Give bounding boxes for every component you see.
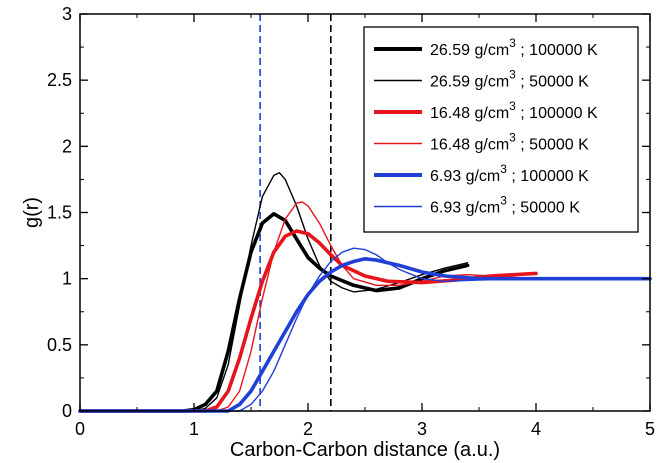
x-tick-label: 0 <box>75 419 85 439</box>
legend-label-6: 6.93 g/cm3 ; 50000 K <box>430 194 580 217</box>
legend-label-5: 6.93 g/cm3 ; 100000 K <box>430 162 589 185</box>
y-tick-label: 0 <box>62 401 72 421</box>
x-tick-label: 2 <box>303 419 313 439</box>
reference-lines <box>259 14 332 411</box>
y-tick-label: 1.5 <box>47 203 72 223</box>
legend-label-3: 16.48 g/cm3 ; 100000 K <box>430 99 598 122</box>
legend-label-2: 26.59 g/cm3 ; 50000 K <box>430 68 589 91</box>
x-axis: 0 1 2 3 4 5 <box>75 14 655 439</box>
x-tick-label: 3 <box>417 419 427 439</box>
x-axis-title: Carbon-Carbon distance (a.u.) <box>230 439 500 461</box>
x-tick-label: 4 <box>531 419 541 439</box>
y-axis: 0 0.5 1 1.5 2 2.5 3 <box>47 4 650 421</box>
x-tick-label: 5 <box>645 419 655 439</box>
series-line-5 <box>78 256 652 413</box>
legend-box <box>363 26 639 233</box>
series-line-6 <box>79 247 651 412</box>
series-line-1 <box>78 212 470 413</box>
y-tick-label: 3 <box>62 4 72 24</box>
y-tick-label: 2 <box>62 136 72 156</box>
x-tick-label: 1 <box>189 419 199 439</box>
series-layer <box>78 172 652 413</box>
y-tick-label: 2.5 <box>47 70 72 90</box>
y-axis-title: g(r) <box>21 197 43 228</box>
series-line-4 <box>79 201 537 412</box>
y-tick-label: 0.5 <box>47 335 72 355</box>
y-tick-label: 1 <box>62 269 72 289</box>
legend: 26.59 g/cm3 ; 100000 K 26.59 g/cm3 ; 5000… <box>363 26 639 233</box>
legend-label-4: 16.48 g/cm3 ; 50000 K <box>430 131 589 154</box>
legend-label-1: 26.59 g/cm3 ; 100000 K <box>430 36 598 59</box>
